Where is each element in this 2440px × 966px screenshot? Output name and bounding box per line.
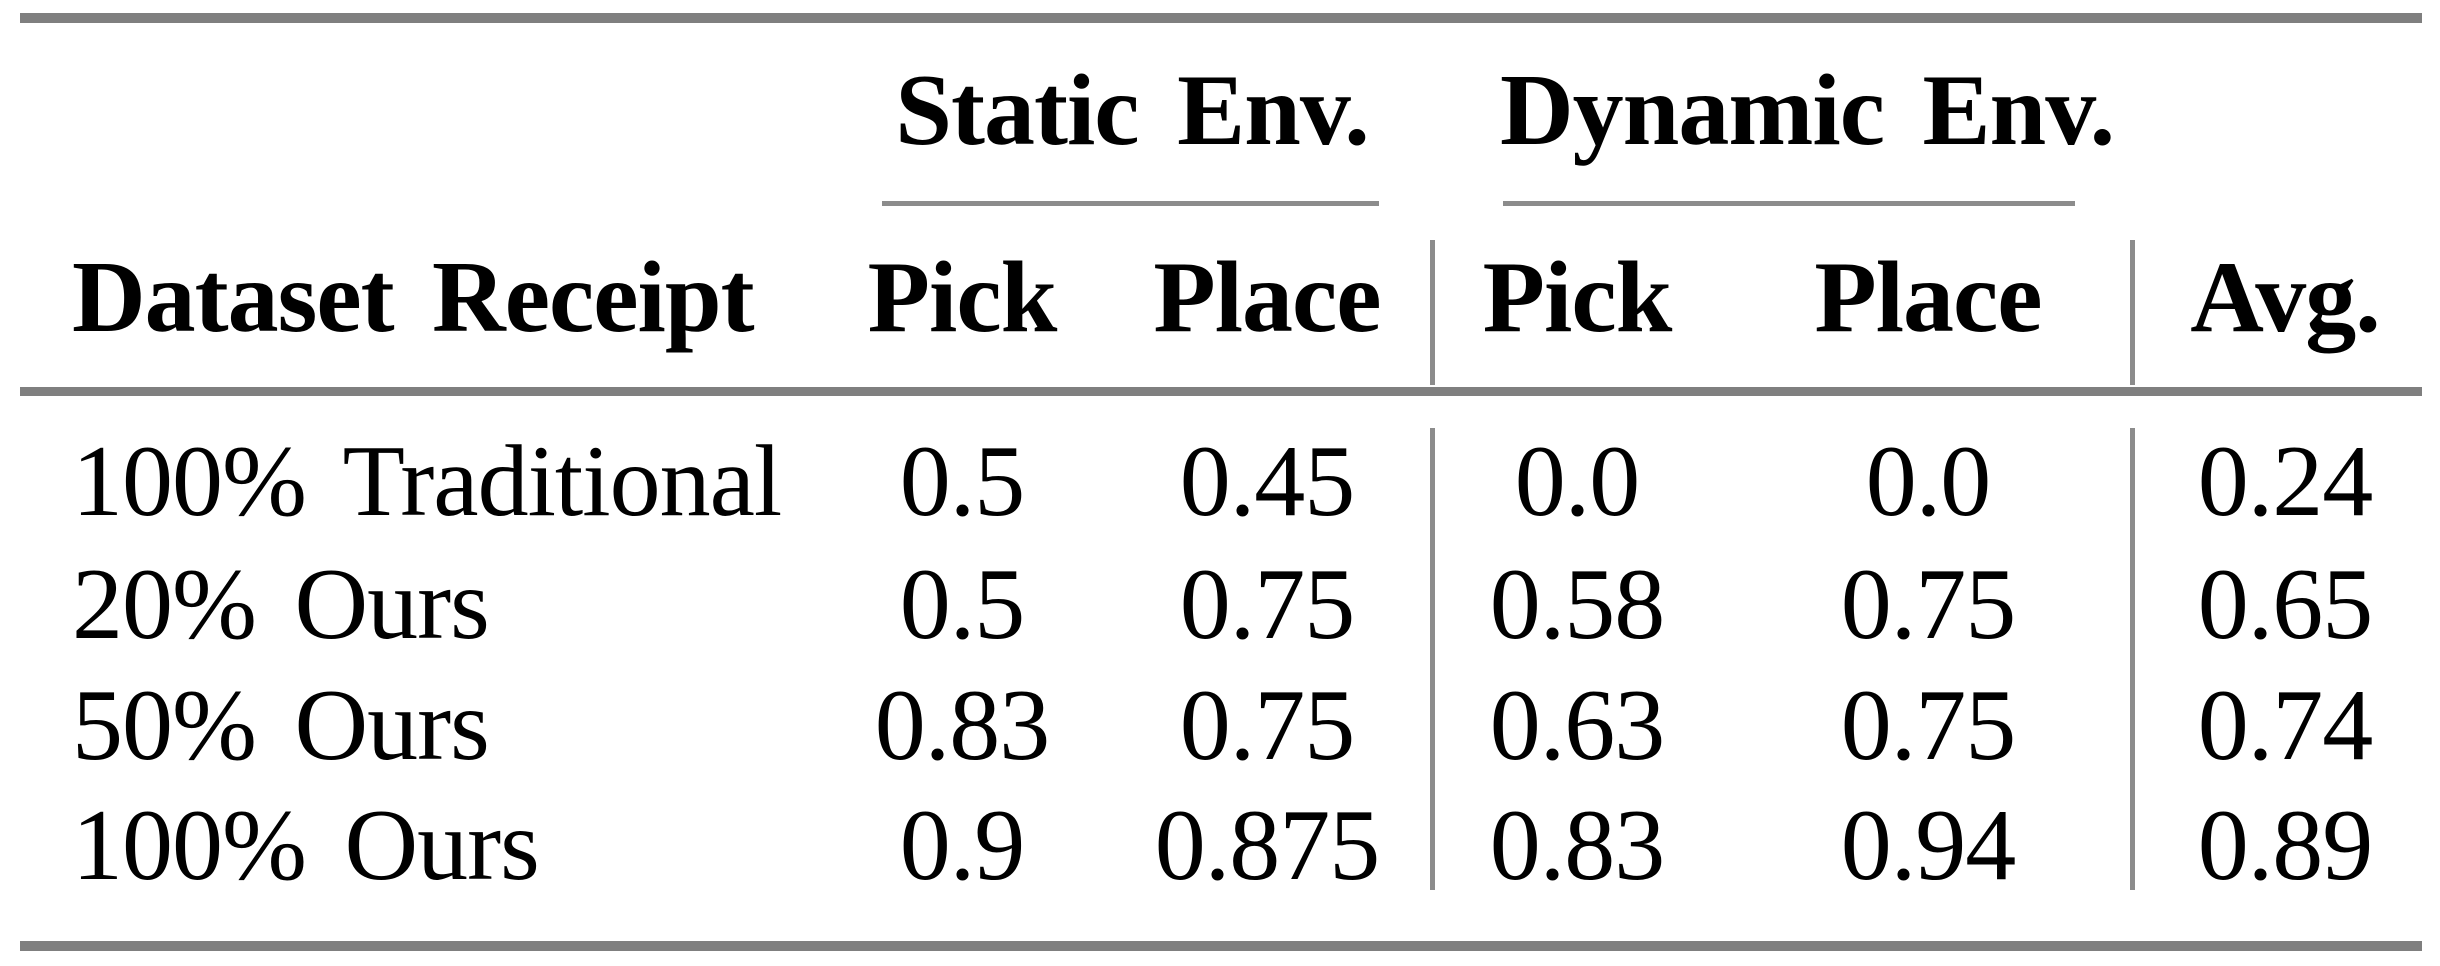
column-header-static-place: Place [1153,241,1381,354]
cell-value: 0.75 [1179,548,1356,661]
cell-value: 0.75 [1179,669,1356,782]
cell-value: 0.24 [2197,425,2374,538]
row-label: 100% Traditional [72,425,782,538]
table-row: 50% Ours 0.83 0.75 0.63 0.75 0.74 [0,669,2440,782]
column-header-static-pick: Pick [867,241,1058,354]
cell-value: 0.45 [1179,425,1356,538]
static-env-underline [882,201,1379,206]
cell-value: 0.0 [1865,425,1992,538]
row-label: 100% Ours [72,789,540,902]
cell-value: 0.94 [1840,789,2017,902]
column-separator-2-body [2130,428,2135,890]
dynamic-env-underline [1503,201,2075,206]
column-header-dataset-receipt: Dataset Receipt [72,241,755,354]
column-separator-1-header [1430,240,1435,385]
table-header-rule [20,387,2422,396]
table-top-rule [20,13,2422,23]
table-row: 100% Traditional 0.5 0.45 0.0 0.0 0.24 [0,425,2440,538]
cell-value: 0.83 [1489,789,1666,902]
cell-value: 0.5 [899,548,1026,661]
row-label: 20% Ours [72,548,490,661]
column-header-dynamic-place: Place [1814,241,2042,354]
cell-value: 0.63 [1489,669,1666,782]
column-header-dynamic-pick: Pick [1482,241,1673,354]
cell-value: 0.74 [2197,669,2374,782]
cell-value: 0.83 [874,669,1051,782]
cell-value: 0.9 [899,789,1026,902]
table-bottom-rule [20,941,2422,951]
cell-value: 0.75 [1840,669,2017,782]
row-label: 50% Ours [72,669,490,782]
cell-value: 0.75 [1840,548,2017,661]
column-separator-2-header [2130,240,2135,385]
column-header-avg: Avg. [2190,241,2381,354]
cell-value: 0.65 [2197,548,2374,661]
group-header-dynamic-env: Dynamic Env. [1500,54,2115,167]
cell-value: 0.5 [899,425,1026,538]
column-header-row: Dataset Receipt Pick Place Pick Place Av… [0,241,2440,354]
table-row: 20% Ours 0.5 0.75 0.58 0.75 0.65 [0,548,2440,661]
cell-value: 0.875 [1154,789,1381,902]
table-row: 100% Ours 0.9 0.875 0.83 0.94 0.89 [0,789,2440,902]
cell-value: 0.58 [1489,548,1666,661]
group-header-static-env: Static Env. [895,54,1369,167]
column-separator-1-body [1430,428,1435,890]
cell-value: 0.89 [2197,789,2374,902]
cell-value: 0.0 [1514,425,1641,538]
